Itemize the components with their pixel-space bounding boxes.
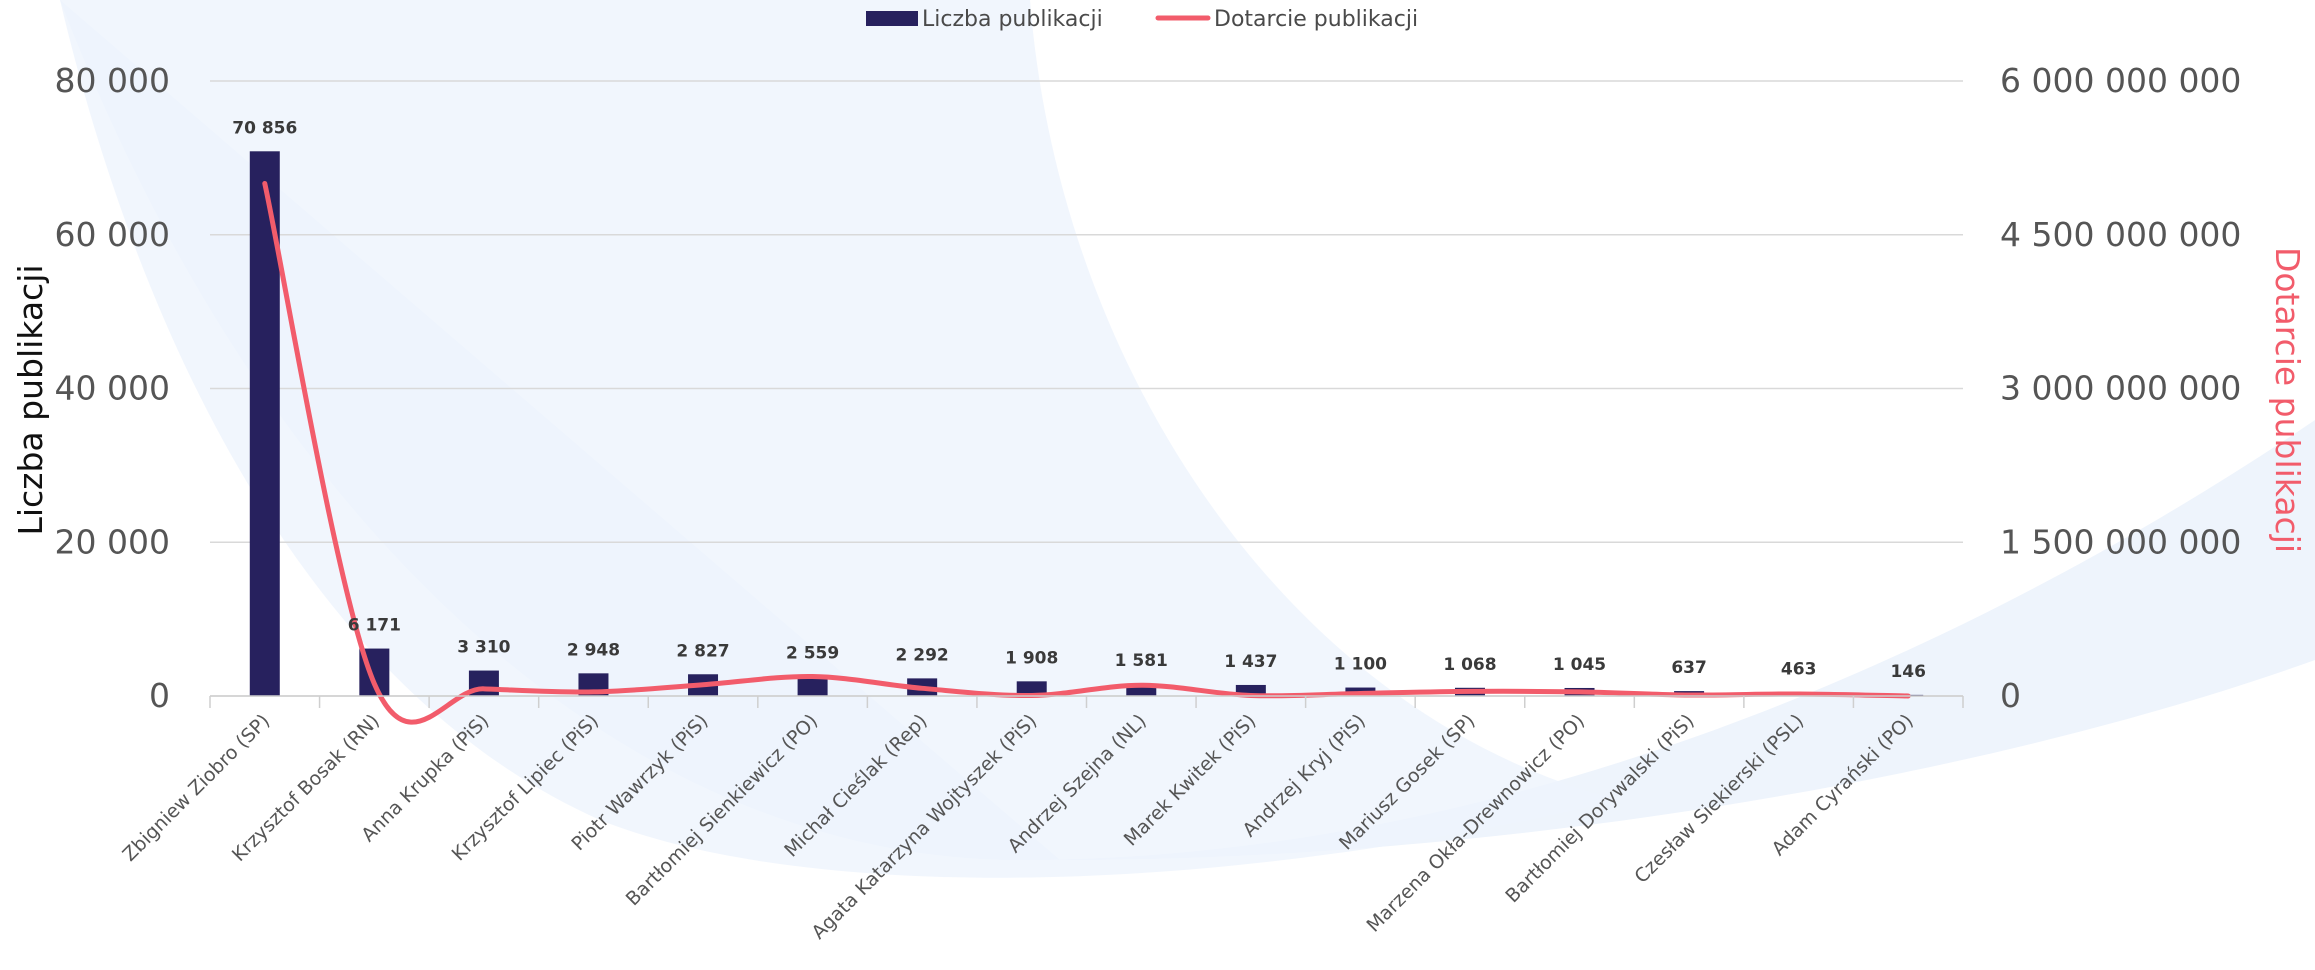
legend-label-bar: Liczba publikacji <box>922 7 1103 32</box>
y-right-tick-label: 4 500 000 000 <box>2000 215 2241 254</box>
bar-value-label: 1 045 <box>1553 655 1606 675</box>
bar-value-label: 146 <box>1890 662 1926 682</box>
bar-value-label: 463 <box>1781 659 1817 679</box>
background-sweep <box>60 0 1620 878</box>
y-right-tick-label: 1 500 000 000 <box>2000 522 2241 561</box>
bar <box>797 676 828 696</box>
bar-value-label: 2 948 <box>567 640 620 660</box>
y-right-tick-label: 0 <box>2000 676 2021 715</box>
bar-value-label: 1 581 <box>1115 651 1168 671</box>
bar-value-label: 2 292 <box>896 645 949 665</box>
left-axis: 0 20 000 40 000 60 000 80 000 <box>55 61 170 715</box>
right-axis: 0 1 500 000 000 3 000 000 000 4 500 000 000… <box>2000 61 2241 715</box>
bar-value-label: 1 068 <box>1443 655 1496 675</box>
bar-value-label: 6 171 <box>348 616 401 636</box>
bar-value-label: 2 827 <box>676 641 729 661</box>
bar <box>1016 681 1047 696</box>
legend-label-line: Dotarcie publikacji <box>1214 7 1418 32</box>
bar-value-label: 70 856 <box>232 118 297 138</box>
bar-value-label: 1 908 <box>1005 648 1058 668</box>
bar-value-label: 1 437 <box>1224 652 1277 672</box>
y-axis-title-left: Liczba publikacji <box>11 264 50 535</box>
y-right-tick-label: 6 000 000 000 <box>2000 61 2241 100</box>
background-decoration <box>60 0 2315 878</box>
y-left-tick-label: 60 000 <box>55 215 170 254</box>
bar-value-label: 3 310 <box>457 638 510 658</box>
legend: Liczba publikacji Dotarcie publikacji <box>866 7 1418 32</box>
y-right-tick-label: 3 000 000 000 <box>2000 369 2241 408</box>
bar <box>1235 684 1266 696</box>
bar-value-label: 2 559 <box>786 643 839 663</box>
bar-value-label: 1 100 <box>1334 655 1387 675</box>
y-left-tick-label: 0 <box>149 676 170 715</box>
bar-value-label: 637 <box>1671 658 1707 678</box>
data-labels: 70 856 6 171 3 310 2 948 2 827 2 559 2 292 1 90… <box>232 118 1926 682</box>
legend-swatch-bar <box>866 11 918 26</box>
y-left-tick-label: 20 000 <box>55 522 170 561</box>
y-axis-title-right: Dotarcie publikacji <box>2268 247 2307 553</box>
y-left-tick-label: 80 000 <box>55 61 170 100</box>
y-left-tick-label: 40 000 <box>55 369 170 408</box>
